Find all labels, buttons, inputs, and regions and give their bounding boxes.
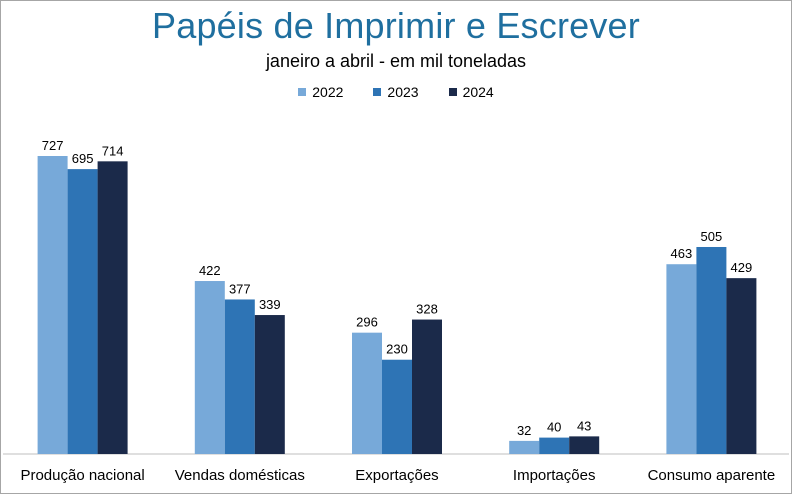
- data-label-2022-4: 463: [671, 246, 693, 261]
- bar-2023-1: [224, 299, 255, 454]
- bar-2022-0: [37, 156, 68, 454]
- legend-swatch-2022: [298, 88, 307, 96]
- bar-2022-2: [352, 332, 382, 454]
- bar-2023-4: [696, 246, 727, 454]
- bar-2023-0: [67, 169, 98, 454]
- bar-2024-1: [254, 315, 285, 454]
- data-label-2024-4: 429: [731, 260, 753, 275]
- data-label-2023-0: 695: [72, 151, 94, 166]
- data-label-2023-3: 40: [547, 420, 561, 435]
- data-label-2023-2: 230: [386, 342, 408, 357]
- data-label-2024-3: 43: [577, 418, 591, 433]
- bar-2024-2: [412, 319, 442, 454]
- legend-item-2023: 2023: [373, 84, 419, 100]
- bar-2024-4: [726, 278, 757, 454]
- data-label-2024-0: 714: [102, 143, 124, 158]
- legend-swatch-2024: [448, 88, 457, 96]
- legend-label-2024: 2024: [462, 84, 494, 100]
- bar-2023-3: [539, 437, 570, 454]
- data-label-2024-2: 328: [416, 302, 438, 317]
- category-label-0: Produção nacional: [20, 467, 144, 484]
- bar-2022-1: [194, 281, 225, 454]
- category-label-1: Vendas domésticas: [175, 467, 305, 484]
- chart-title: Papéis de Imprimir e Escrever: [152, 5, 640, 46]
- bar-2022-4: [666, 264, 697, 454]
- chart-subtitle: janeiro a abril - em mil toneladas: [265, 51, 527, 71]
- data-label-2022-0: 727: [42, 138, 64, 153]
- legend-swatch-2023: [373, 88, 382, 96]
- legend-item-2024: 2024: [448, 84, 494, 100]
- bar-2022-3: [509, 440, 540, 454]
- data-label-2022-2: 296: [356, 315, 378, 330]
- data-label-2023-4: 505: [701, 229, 723, 244]
- legend-label-2023: 2023: [387, 84, 419, 100]
- bar-2024-3: [569, 436, 600, 454]
- legend: 2022 2023 2024: [1, 84, 791, 100]
- bar-2023-2: [382, 359, 412, 454]
- bar-2024-0: [97, 161, 128, 455]
- data-label-2024-1: 339: [259, 297, 281, 312]
- data-label-2022-3: 32: [517, 423, 531, 438]
- legend-item-2022: 2022: [298, 84, 343, 100]
- category-label-3: Importações: [513, 467, 596, 484]
- legend-label-2022: 2022: [312, 84, 344, 100]
- data-label-2023-1: 377: [229, 281, 251, 296]
- category-label-4: Consumo aparente: [648, 467, 776, 484]
- category-label-2: Exportações: [355, 467, 438, 484]
- data-label-2022-1: 422: [199, 263, 221, 278]
